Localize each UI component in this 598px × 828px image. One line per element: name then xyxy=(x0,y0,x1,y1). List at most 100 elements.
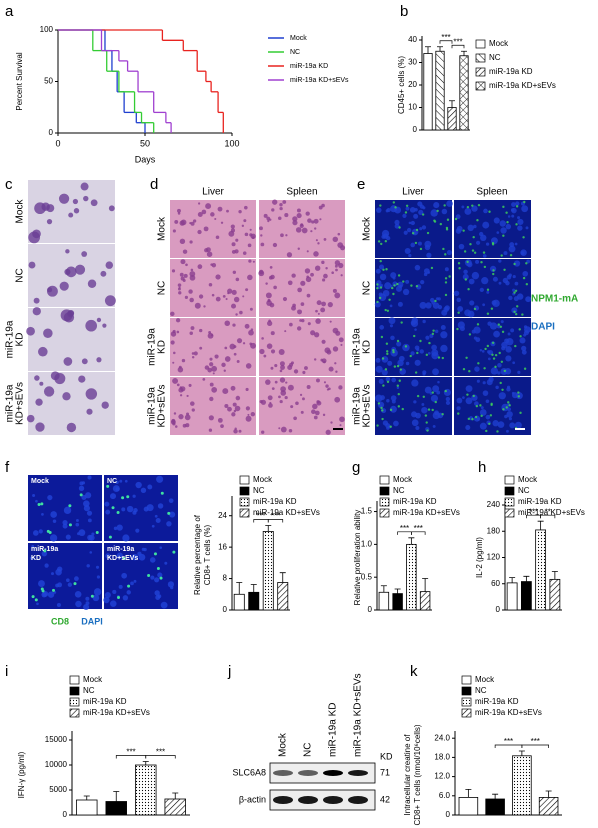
cell xyxy=(230,224,235,229)
cell xyxy=(244,205,248,210)
cell xyxy=(169,511,176,518)
cell xyxy=(393,420,399,427)
cell xyxy=(423,272,428,277)
signal xyxy=(434,299,437,303)
legend-swatch xyxy=(504,508,515,518)
y-tick-label: 0 xyxy=(63,810,68,819)
cell xyxy=(78,529,86,537)
row-label: miR-19a xyxy=(147,387,158,425)
signal xyxy=(397,392,400,396)
signal xyxy=(425,353,429,357)
cell xyxy=(418,209,424,216)
cell xyxy=(50,511,57,518)
signal xyxy=(466,260,469,264)
cell xyxy=(487,357,491,361)
signal xyxy=(386,352,389,356)
cell xyxy=(465,424,471,431)
signal xyxy=(523,200,526,204)
signal xyxy=(391,286,394,290)
cell xyxy=(441,309,448,316)
signal xyxy=(509,253,513,257)
row-label: SLC6A8 xyxy=(232,767,266,777)
cell xyxy=(340,274,343,277)
signal xyxy=(43,549,47,553)
row-label: KD xyxy=(157,340,168,354)
signal xyxy=(384,368,388,371)
cell xyxy=(189,297,194,303)
signal xyxy=(421,213,425,216)
cell xyxy=(335,268,338,272)
signal xyxy=(444,253,447,256)
cell xyxy=(247,274,253,281)
micrograph xyxy=(28,543,102,609)
legend-label: miR-19a KD xyxy=(290,63,328,70)
cell xyxy=(193,351,198,356)
cell xyxy=(87,518,92,523)
cell xyxy=(62,519,68,526)
scale-bar xyxy=(333,428,343,430)
signal xyxy=(501,330,505,334)
cell xyxy=(390,395,397,401)
signal xyxy=(500,254,503,257)
cell xyxy=(155,595,161,600)
cell xyxy=(65,534,71,540)
cell xyxy=(52,519,57,524)
bar xyxy=(419,591,431,611)
cell xyxy=(224,346,228,350)
error-bar xyxy=(537,520,544,530)
cell xyxy=(35,398,43,406)
cell xyxy=(172,229,176,233)
cell xyxy=(209,357,213,361)
cell xyxy=(168,498,174,504)
cell xyxy=(525,296,532,303)
cell xyxy=(421,406,428,414)
y-tick-label: 30 xyxy=(408,58,417,67)
cell xyxy=(118,584,123,589)
cell xyxy=(215,235,220,240)
cell xyxy=(280,390,287,396)
cell xyxy=(180,259,186,265)
cell xyxy=(209,362,214,367)
cell xyxy=(231,303,237,309)
signal xyxy=(518,328,521,331)
blot-band xyxy=(348,796,368,804)
cell xyxy=(209,396,214,402)
cell xyxy=(109,493,117,500)
row-label: KD+sEVs xyxy=(15,382,26,425)
significance-label: *** xyxy=(400,524,409,533)
signal xyxy=(514,344,517,348)
cell xyxy=(434,329,439,334)
signal xyxy=(434,400,437,404)
signal xyxy=(501,388,504,392)
cell xyxy=(525,226,529,230)
signal xyxy=(392,350,395,354)
cell xyxy=(296,208,301,213)
cell xyxy=(411,411,418,418)
cell xyxy=(395,285,403,292)
cell xyxy=(310,272,314,277)
cell xyxy=(482,381,486,385)
cell xyxy=(43,328,53,338)
cell xyxy=(44,563,49,568)
legend-label: miR-19a KD xyxy=(83,697,127,706)
signal xyxy=(492,272,495,276)
cell xyxy=(180,386,186,392)
cell xyxy=(511,207,517,214)
signal xyxy=(522,276,526,280)
error-bar xyxy=(492,793,499,799)
cell xyxy=(274,364,278,368)
cell xyxy=(388,317,396,325)
cell xyxy=(78,485,85,492)
cell xyxy=(500,320,504,324)
legend-swatch xyxy=(239,486,250,496)
cell xyxy=(307,218,312,223)
cell xyxy=(121,572,128,579)
cell xyxy=(440,344,448,353)
legend-label: NC xyxy=(518,486,530,495)
cell xyxy=(224,320,231,326)
cell xyxy=(249,233,253,237)
cell xyxy=(405,206,410,211)
panel-letter: g xyxy=(352,459,360,476)
signal xyxy=(386,350,389,353)
cell xyxy=(313,415,318,420)
